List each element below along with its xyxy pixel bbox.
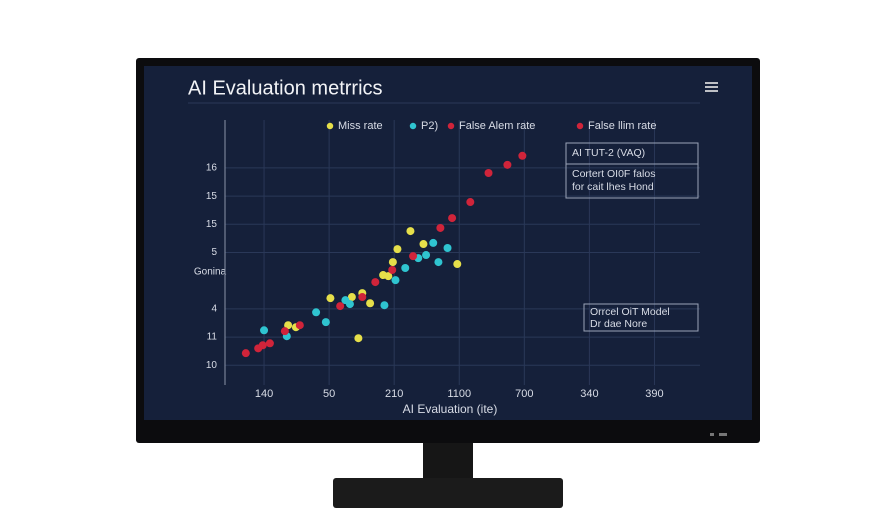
x-axis-label: AI Evaluation (ite) xyxy=(403,402,498,416)
menu-icon[interactable] xyxy=(705,82,718,92)
y-tick-label: 16 xyxy=(206,163,218,174)
legend-label: P2) xyxy=(421,120,438,132)
annotation-text: Orrcel OiT Model xyxy=(590,306,670,318)
x-tick-label: 50 xyxy=(323,388,335,400)
legend-label: False Alem rate xyxy=(459,120,535,132)
monitor-neck xyxy=(423,440,473,482)
point xyxy=(358,293,367,302)
legend-swatch xyxy=(409,122,417,130)
point xyxy=(326,294,335,303)
point xyxy=(436,223,445,232)
screen xyxy=(144,66,752,420)
y-tick-label: 10 xyxy=(206,360,218,371)
annotation-text: Cortert OI0F falos xyxy=(572,168,655,180)
point xyxy=(384,272,393,281)
legend-swatch xyxy=(447,122,455,130)
legend-swatch xyxy=(326,122,334,130)
y-tick-label: 5 xyxy=(211,247,217,258)
point xyxy=(419,240,428,249)
power-led xyxy=(710,433,714,436)
annotation-text: for cait lhes Hond xyxy=(572,181,654,193)
point xyxy=(347,293,356,302)
point xyxy=(388,258,397,267)
point xyxy=(388,265,397,274)
point xyxy=(434,258,443,267)
x-tick-label: 1100 xyxy=(447,388,471,400)
annotation-box xyxy=(565,142,699,199)
point xyxy=(429,238,438,247)
y-tick-label: 11 xyxy=(207,332,218,343)
point xyxy=(401,264,410,273)
point xyxy=(391,276,400,285)
annotation-text: AI TUT-2 (VAQ) xyxy=(572,147,645,159)
point xyxy=(366,299,375,308)
point xyxy=(371,278,380,287)
point xyxy=(409,252,418,261)
x-tick-label: 140 xyxy=(255,388,273,400)
button xyxy=(719,433,727,436)
point xyxy=(380,301,389,310)
point xyxy=(443,243,452,252)
y-tick-label: 15 xyxy=(206,219,218,230)
x-tick-label: 390 xyxy=(645,388,663,400)
point xyxy=(466,198,475,207)
point xyxy=(354,334,363,343)
point xyxy=(260,326,269,335)
legend-swatch xyxy=(576,122,584,130)
legend-label: Miss rate xyxy=(338,120,383,132)
point xyxy=(312,308,321,317)
point xyxy=(345,300,354,309)
y-tick-label: 15 xyxy=(206,191,218,202)
point xyxy=(453,260,462,269)
x-tick-label: 700 xyxy=(515,388,533,400)
point xyxy=(336,302,345,311)
point xyxy=(280,327,289,336)
point xyxy=(503,160,512,169)
point xyxy=(284,321,293,330)
point xyxy=(241,349,250,358)
monitor-base xyxy=(333,478,563,508)
annotation-box xyxy=(583,303,699,332)
point xyxy=(448,214,457,223)
chart-title: AI Evaluation metrrics xyxy=(188,77,383,99)
x-tick-label: 210 xyxy=(385,388,403,400)
point xyxy=(484,169,493,177)
point xyxy=(518,151,527,160)
point xyxy=(258,341,267,350)
point xyxy=(393,245,402,254)
point xyxy=(321,318,330,327)
x-tick-label: 340 xyxy=(580,388,598,400)
legend-label: False llim rate xyxy=(588,120,656,132)
point xyxy=(422,251,431,260)
point xyxy=(265,339,274,348)
y-tick-label: 4 xyxy=(211,304,217,315)
point xyxy=(295,321,304,330)
y-axis-label: Gonina xyxy=(194,267,227,278)
annotation-text: Dr dae Nore xyxy=(590,318,647,330)
point xyxy=(406,227,415,236)
